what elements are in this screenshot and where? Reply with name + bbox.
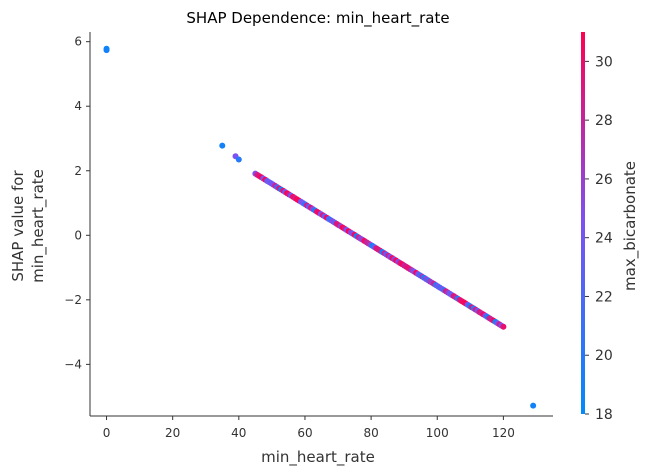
- plot-area: [103, 45, 537, 409]
- colorbar: 18 20 22 24 26 28 30: [581, 32, 613, 423]
- x-axis: 0 20 40 60 80 100 120: [90, 415, 553, 440]
- colorbar-tick-label: 24: [595, 231, 613, 247]
- y-tick-label: −2: [64, 293, 82, 307]
- x-tick-label: 80: [363, 426, 378, 440]
- colorbar-tick-label: 22: [595, 289, 613, 305]
- data-point: [219, 142, 226, 149]
- y-tick-label: 6: [74, 35, 82, 49]
- data-point: [103, 47, 110, 54]
- x-tick-label: 60: [297, 426, 312, 440]
- colorbar-tick-label: 20: [595, 348, 613, 364]
- y-tick-label: 2: [74, 164, 82, 178]
- colorbar-title: max_bicarbonate: [621, 161, 640, 291]
- colorbar-tick-label: 28: [595, 113, 613, 129]
- colorbar-strip: [581, 32, 585, 414]
- x-tick-label: 100: [426, 426, 449, 440]
- x-tick-label: 40: [231, 426, 246, 440]
- y-axis-title: SHAP value for min_heart_rate: [9, 169, 48, 283]
- y-axis-title-line-2: min_heart_rate: [29, 169, 48, 283]
- chart-title: SHAP Dependence: min_heart_rate: [186, 9, 449, 28]
- y-axis: −4 −2 0 2 4 6: [64, 32, 91, 416]
- data-point: [235, 156, 242, 163]
- data-point: [500, 323, 507, 330]
- x-axis-title: min_heart_rate: [261, 448, 375, 467]
- y-axis-title-line-1: SHAP value for: [9, 170, 27, 282]
- data-point: [530, 402, 537, 409]
- colorbar-tick-label: 18: [595, 407, 613, 423]
- y-tick-label: −4: [64, 357, 82, 371]
- x-tick-label: 120: [492, 426, 515, 440]
- x-tick-label: 0: [103, 426, 111, 440]
- y-tick-label: 4: [74, 99, 82, 113]
- colorbar-tick-label: 26: [595, 172, 613, 188]
- colorbar-tick-label: 30: [595, 54, 613, 70]
- x-tick-label: 20: [165, 426, 180, 440]
- y-tick-label: 0: [74, 228, 82, 242]
